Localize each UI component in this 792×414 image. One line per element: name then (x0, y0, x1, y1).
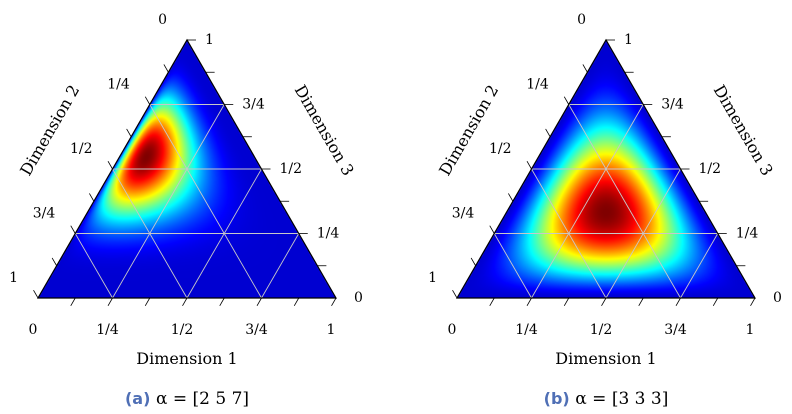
dim2-axis-label: Dimension 2 (435, 82, 502, 179)
axis-tick (489, 297, 495, 306)
axis-tick (144, 96, 151, 105)
caption-text: α = [2 5 7] (156, 389, 249, 409)
caption-tag: (a) (125, 389, 156, 408)
caption-text: α = [3 3 3] (575, 389, 668, 409)
dim3-tick-label: 1 (205, 32, 214, 48)
axis-tick (256, 297, 262, 306)
dim2-tick-label: 3/4 (33, 206, 56, 222)
dim1-axis-label: Dimension 1 (136, 349, 237, 368)
axis-tick (675, 297, 681, 306)
grid-line (531, 168, 607, 299)
dim3-tick-label: 1/4 (317, 226, 340, 242)
axis-tick (582, 64, 588, 73)
axis-tick (601, 297, 607, 306)
dim1-tick-label: 0 (29, 322, 38, 338)
dim3-tick-label: 1/4 (736, 226, 759, 242)
axis-tick (508, 193, 514, 202)
dim3-tick-label: 3/4 (242, 97, 265, 113)
caption-tag: (b) (544, 389, 576, 408)
axis-tick (470, 257, 476, 266)
dim1-tick-label: 1/4 (96, 322, 119, 338)
grid-line (493, 233, 532, 299)
axis-tick (51, 257, 57, 266)
grid-line (112, 104, 225, 299)
grid-line (605, 168, 681, 299)
axis-tick (331, 297, 337, 306)
dim1-tick-label: 1/2 (590, 322, 613, 338)
axis-tick (33, 290, 39, 299)
figure-caption: (b) α = [3 3 3] (544, 389, 669, 409)
axis-tick (182, 297, 188, 306)
axis-tick (563, 297, 570, 306)
axis-tick (89, 193, 95, 202)
dim2-tick-label: 0 (158, 12, 167, 28)
grid-line (568, 104, 681, 299)
grid-line (531, 104, 644, 299)
dim2-axis-label: Dimension 2 (16, 82, 83, 179)
dim2-tick-label: 1/4 (107, 77, 130, 93)
dim1-tick-label: 1/2 (171, 322, 194, 338)
grid-line (261, 233, 300, 299)
axis-tick (70, 297, 76, 306)
dim2-tick-label: 1 (9, 270, 18, 286)
axis-tick (526, 297, 532, 306)
dim1-tick-label: 1 (327, 322, 336, 338)
dim1-tick-label: 0 (448, 322, 457, 338)
dim2-tick-label: 1/2 (70, 141, 93, 157)
dim3-tick-label: 1 (624, 32, 633, 48)
dim3-tick-label: 0 (773, 290, 782, 306)
axis-tick (638, 297, 644, 306)
dim3-tick-label: 0 (354, 290, 363, 306)
axis-tick (163, 64, 169, 73)
figure-caption: (a) α = [2 5 7] (125, 389, 249, 409)
grid-line (680, 233, 719, 299)
axis-tick (107, 161, 113, 170)
dim3-tick-label: 1/2 (699, 161, 722, 177)
axis-tick (452, 290, 458, 299)
dim3-tick-label: 1/2 (280, 161, 303, 177)
grid-line (112, 168, 188, 299)
axis-tick (712, 297, 719, 306)
grid-line (74, 233, 113, 299)
axis-tick (144, 297, 151, 306)
axis-tick (563, 96, 570, 105)
axis-tick (219, 297, 225, 306)
dim1-axis-label: Dimension 1 (555, 349, 656, 368)
axis-tick (126, 128, 132, 137)
dim2-tick-label: 1 (428, 270, 437, 286)
dim1-tick-label: 3/4 (245, 322, 268, 338)
dim2-tick-label: 3/4 (452, 206, 475, 222)
axis-tick (489, 225, 495, 234)
grid-line (186, 168, 262, 299)
axis-tick (750, 297, 756, 306)
grid-line (149, 104, 262, 299)
dim2-tick-label: 1/2 (489, 141, 512, 157)
axis-tick (526, 161, 532, 170)
dim1-tick-label: 1/4 (515, 322, 538, 338)
dim2-tick-label: 0 (577, 12, 586, 28)
dim3-tick-label: 3/4 (661, 97, 684, 113)
dim1-tick-label: 3/4 (664, 322, 687, 338)
axis-tick (293, 297, 300, 306)
dim2-tick-label: 1/4 (526, 77, 549, 93)
axis-tick (70, 225, 76, 234)
axis-tick (107, 297, 113, 306)
axis-tick (545, 128, 551, 137)
dim1-tick-label: 1 (746, 322, 755, 338)
